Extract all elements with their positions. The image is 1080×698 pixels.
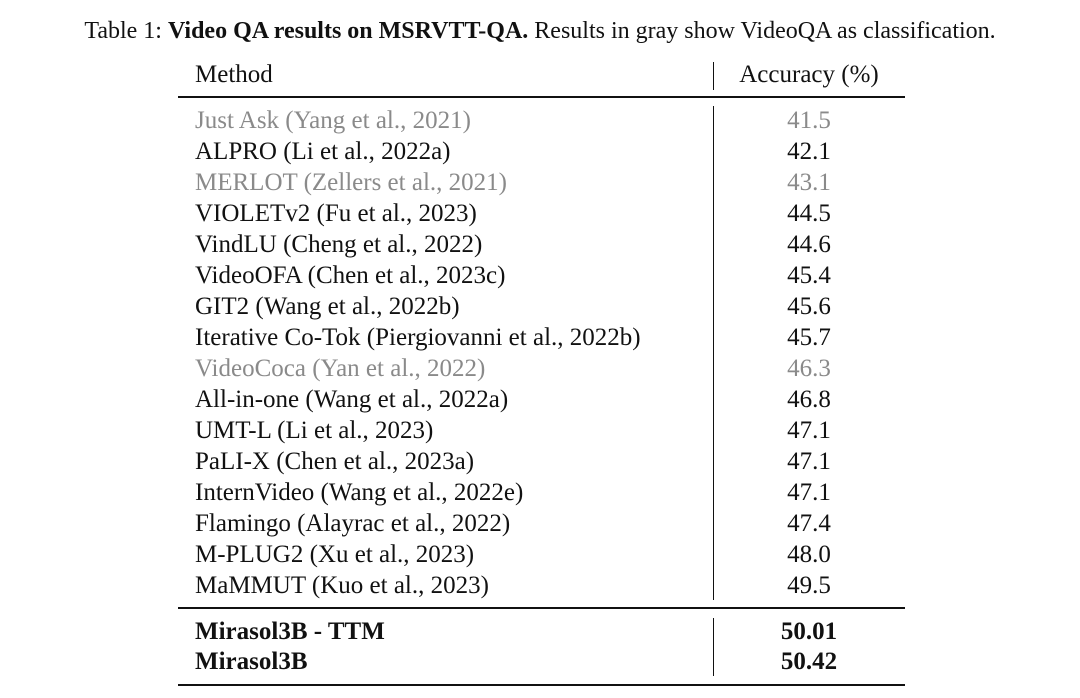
column-separator (713, 618, 714, 676)
method-cell: PaLI-X (Chen et al., 2023a) (195, 448, 475, 475)
method-cell: ALPRO (Li et al., 2022a) (195, 138, 451, 165)
method-cell: GIT2 (Wang et al., 2022b) (195, 293, 460, 320)
column-separator (713, 62, 714, 90)
accuracy-cell: 48.0 (787, 541, 831, 568)
method-cell: Mirasol3B (195, 648, 308, 675)
accuracy-cell: 46.3 (787, 355, 831, 382)
accuracy-cell: 45.6 (787, 293, 831, 320)
accuracy-cell: 46.8 (787, 386, 831, 413)
header-accuracy: Accuracy (%) (739, 61, 879, 88)
method-cell: M-PLUG2 (Xu et al., 2023) (195, 541, 475, 568)
accuracy-cell: 47.1 (787, 448, 831, 475)
method-cell: InternVideo (Wang et al., 2022e) (195, 479, 524, 506)
method-cell: Just Ask (Yang et al., 2021) (195, 107, 471, 134)
accuracy-cell: 42.1 (787, 138, 831, 165)
method-cell: Mirasol3B - TTM (195, 618, 385, 645)
accuracy-cell: 43.1 (787, 169, 831, 196)
method-cell: Flamingo (Alayrac et al., 2022) (195, 510, 511, 537)
accuracy-cell: 45.4 (787, 262, 831, 289)
accuracy-cell: 44.5 (787, 200, 831, 227)
bottom-rule (178, 684, 905, 686)
caption-label: Table 1: (84, 18, 162, 44)
accuracy-cell: 50.01 (780, 618, 838, 645)
caption: Table 1: Video QA results on MSRVTT-QA. … (0, 18, 1080, 45)
method-cell: VindLU (Cheng et al., 2022) (195, 231, 483, 258)
accuracy-cell: 41.5 (787, 107, 831, 134)
method-cell: MaMMUT (Kuo et al., 2023) (195, 572, 489, 599)
caption-text: Results in gray show VideoQA as classifi… (534, 18, 996, 44)
column-separator (713, 106, 714, 600)
accuracy-cell: 45.7 (787, 324, 831, 351)
method-cell: VideoCoca (Yan et al., 2022) (195, 355, 486, 382)
top-rule (178, 96, 905, 98)
method-cell: UMT-L (Li et al., 2023) (195, 417, 434, 444)
caption-title: Video QA results on MSRVTT-QA. (167, 18, 529, 44)
method-cell: VIOLETv2 (Fu et al., 2023) (195, 200, 477, 227)
accuracy-cell: 44.6 (787, 231, 831, 258)
method-cell: VideoOFA (Chen et al., 2023c) (195, 262, 506, 289)
accuracy-cell: 49.5 (787, 572, 831, 599)
accuracy-cell: 50.42 (780, 648, 838, 675)
method-cell: MERLOT (Zellers et al., 2021) (195, 169, 507, 196)
method-cell: All-in-one (Wang et al., 2022a) (195, 386, 509, 413)
header-method: Method (195, 61, 273, 88)
accuracy-cell: 47.1 (787, 417, 831, 444)
method-cell: Iterative Co-Tok (Piergiovanni et al., 2… (195, 324, 641, 351)
accuracy-cell: 47.1 (787, 479, 831, 506)
mid-rule (178, 607, 905, 609)
accuracy-cell: 47.4 (787, 510, 831, 537)
